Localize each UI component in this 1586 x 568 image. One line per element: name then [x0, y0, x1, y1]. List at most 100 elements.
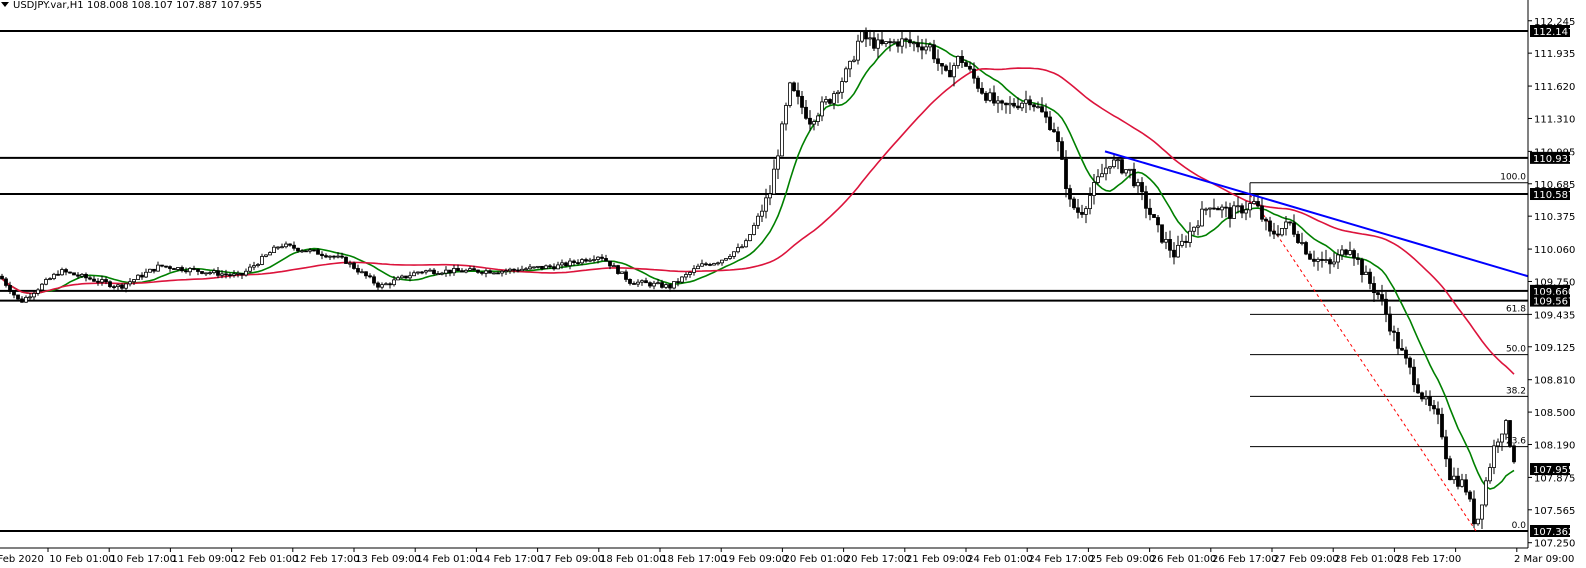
candle-body — [388, 283, 392, 286]
candle — [32, 291, 36, 301]
candle-body — [208, 272, 212, 275]
symbol-title: USDJPY.var,H1 — [13, 0, 84, 11]
candle — [1452, 467, 1456, 484]
candle — [468, 266, 472, 271]
candle — [760, 204, 764, 222]
candle — [1412, 359, 1416, 393]
candle-body — [620, 271, 624, 274]
candle-body — [1048, 116, 1052, 131]
candle — [1200, 201, 1204, 227]
candle — [1408, 356, 1412, 375]
candle-body — [632, 283, 636, 285]
candle-body — [1132, 168, 1136, 187]
candle-body — [1472, 498, 1476, 525]
level-price-tag: 109.567 — [1533, 297, 1574, 308]
candle-body — [152, 268, 156, 272]
candle-body — [112, 286, 116, 288]
candle-body — [184, 270, 188, 273]
level-price-tag-bg — [1530, 151, 1570, 164]
candle-body — [1016, 105, 1020, 109]
candles — [0, 27, 1516, 529]
green-moving-average — [1, 40, 1515, 490]
candle — [124, 283, 128, 293]
candle — [900, 31, 904, 54]
candle-body — [1324, 259, 1328, 261]
ohlc-readout: 108.008 108.107 107.887 107.955 — [87, 0, 262, 11]
trend-lines — [1104, 150, 1529, 278]
candle — [472, 265, 476, 271]
candle-body — [272, 246, 276, 253]
candle — [1020, 101, 1024, 112]
collapse-triangle-icon[interactable] — [1, 2, 9, 7]
candle — [944, 64, 948, 72]
candle — [456, 264, 460, 272]
fibonacci-levels: 100.0 61.8 50.0 38.2 23.6 0.0 — [1249, 173, 1528, 532]
price-tick-label: 107.565 — [1534, 506, 1575, 517]
candle — [920, 39, 924, 60]
candle — [1084, 206, 1088, 224]
candle — [204, 272, 208, 276]
candle-body — [1216, 208, 1220, 211]
candle — [452, 264, 456, 276]
candle — [1332, 252, 1336, 268]
candle-body — [876, 39, 880, 49]
candle — [1392, 325, 1396, 342]
candle-body — [88, 277, 92, 280]
candle-body — [1384, 298, 1388, 315]
candle-body — [28, 296, 32, 299]
candle-body — [916, 42, 920, 48]
candle-body — [1456, 475, 1460, 487]
candle — [408, 271, 412, 282]
candle-body — [600, 256, 604, 259]
candle-body — [640, 280, 644, 283]
price-tick-label: 110.375 — [1534, 212, 1575, 223]
candle — [1276, 225, 1280, 238]
candle-body — [500, 270, 504, 274]
candle-body — [952, 65, 956, 78]
candle — [1280, 228, 1284, 237]
candle-body — [1308, 253, 1312, 260]
candle-body — [1092, 182, 1096, 196]
price-tick-label: 109.435 — [1534, 310, 1575, 321]
candle-body — [1380, 294, 1384, 300]
candle — [12, 290, 16, 299]
candle — [1056, 126, 1060, 152]
candle — [404, 275, 408, 280]
candle — [704, 261, 708, 266]
candle — [600, 254, 604, 262]
time-tick-label: 28 Feb 01:00 — [1334, 554, 1400, 565]
candle — [1472, 490, 1476, 529]
candle — [144, 268, 148, 278]
candle — [136, 274, 140, 280]
candle-body — [900, 38, 904, 47]
candle — [132, 279, 136, 286]
candle — [528, 264, 532, 270]
candle — [256, 262, 260, 268]
price-tick-label: 110.060 — [1534, 245, 1575, 256]
candle-body — [676, 281, 680, 283]
time-tick-label: 14 Feb 17:00 — [478, 554, 544, 565]
candle-body — [808, 117, 812, 125]
candle — [500, 269, 504, 277]
candle — [428, 268, 432, 272]
candle-body — [400, 275, 404, 279]
candle-body — [996, 100, 1000, 104]
candle-body — [1116, 159, 1120, 162]
candle-body — [1172, 249, 1176, 258]
candle — [128, 278, 132, 287]
candle — [1504, 418, 1508, 440]
candle — [824, 95, 828, 105]
candle-body — [812, 121, 816, 125]
time-tick-label: 24 Feb 01:00 — [967, 554, 1033, 565]
candle-body — [540, 265, 544, 269]
candle-body — [472, 268, 476, 271]
candle-body — [1220, 206, 1224, 211]
candle-body — [852, 59, 856, 62]
level-price-tag: 112.147 — [1533, 27, 1574, 38]
candle-body — [276, 246, 280, 249]
time-tick-label: 28 Feb 17:00 — [1396, 554, 1462, 565]
candle — [984, 91, 988, 104]
candle — [576, 259, 580, 266]
candle-body — [76, 274, 80, 277]
candle-body — [932, 44, 936, 60]
